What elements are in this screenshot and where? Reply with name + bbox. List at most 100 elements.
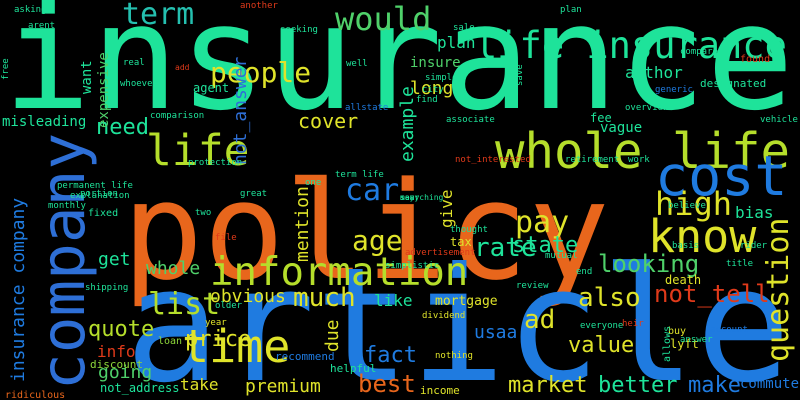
word: article xyxy=(125,234,791,400)
word: fact xyxy=(364,343,417,368)
word: information xyxy=(210,250,468,295)
word: everyone xyxy=(580,321,623,331)
word: premium xyxy=(245,376,321,397)
word: misleading xyxy=(2,114,86,130)
word: allstate xyxy=(345,103,388,113)
word: great xyxy=(240,189,267,199)
word: permanent life xyxy=(57,181,133,191)
word: info xyxy=(97,342,136,361)
word: buy xyxy=(668,326,686,337)
word: basis xyxy=(672,241,699,251)
word: long xyxy=(410,78,453,99)
word: not_address xyxy=(100,381,179,395)
word: income xyxy=(420,384,460,397)
word: list xyxy=(148,287,220,322)
word: advertisement xyxy=(405,248,475,258)
word: vague xyxy=(600,120,642,136)
word: end xyxy=(576,267,592,277)
word: also xyxy=(578,283,641,313)
word: age xyxy=(352,224,403,257)
word: year xyxy=(205,318,227,328)
word: fee xyxy=(590,111,612,125)
word: believe xyxy=(668,201,706,211)
word: work xyxy=(628,155,650,165)
word: insurance company xyxy=(8,198,29,382)
word: ad xyxy=(524,305,555,335)
word: heir xyxy=(622,319,644,329)
word: insure xyxy=(410,55,461,71)
word: obvious xyxy=(210,286,286,307)
word: fixed xyxy=(88,208,118,219)
word: cost xyxy=(655,144,787,208)
word: example xyxy=(397,86,418,162)
word: not_tell xyxy=(654,280,770,308)
word: mortgage xyxy=(435,294,498,309)
word: best xyxy=(358,370,416,398)
word: another xyxy=(240,1,279,11)
word: make xyxy=(688,373,741,398)
word: expensive xyxy=(96,52,112,128)
word: vehicle xyxy=(760,115,798,125)
word: not_interested xyxy=(455,155,531,165)
word: policy xyxy=(122,153,610,310)
word: quote xyxy=(88,317,154,342)
word: arent xyxy=(28,21,55,31)
word: associate xyxy=(446,115,495,125)
word: add xyxy=(175,63,190,72)
word: protection xyxy=(188,158,242,168)
word: term life xyxy=(335,170,384,180)
word: death xyxy=(665,273,701,287)
word: price xyxy=(185,327,251,352)
word: sale xyxy=(453,23,475,33)
word: generic xyxy=(655,85,693,95)
word: plan xyxy=(437,33,476,52)
word: found xyxy=(740,54,770,65)
word: state xyxy=(512,233,578,258)
word: know xyxy=(648,210,757,263)
word: not_answer xyxy=(230,56,251,165)
word: car xyxy=(345,173,399,208)
word: mention xyxy=(292,186,313,262)
word: plan xyxy=(560,5,582,15)
word: well xyxy=(346,59,368,69)
word: people xyxy=(210,56,311,89)
word: dividend xyxy=(422,311,465,321)
word: asking xyxy=(14,5,47,15)
word: explanation xyxy=(70,191,130,201)
word: free xyxy=(1,58,11,80)
word: cover xyxy=(298,109,358,133)
word: author xyxy=(625,63,683,82)
word: find xyxy=(416,95,438,105)
word: city xyxy=(422,85,444,95)
word: say xyxy=(400,193,415,202)
word: nothing xyxy=(435,351,473,361)
word: one xyxy=(305,178,321,188)
word: allows xyxy=(662,326,673,362)
word: ridiculous xyxy=(5,390,65,400)
word: pay xyxy=(515,205,569,240)
word: value xyxy=(568,333,634,358)
word: time xyxy=(182,320,290,373)
word: market xyxy=(508,373,587,398)
word: life insurance xyxy=(475,24,787,67)
word: review xyxy=(516,281,549,291)
word: rate xyxy=(474,233,537,263)
word: recommend xyxy=(275,350,335,363)
word: want xyxy=(79,60,95,94)
word: retirement xyxy=(565,155,619,165)
word: monthly xyxy=(48,201,87,211)
word: commute xyxy=(740,376,799,392)
word: term xyxy=(122,0,194,32)
word: overview xyxy=(625,103,669,113)
word: comparison xyxy=(150,111,204,121)
word: usaa xyxy=(474,322,517,343)
word: whole life xyxy=(495,123,790,180)
word: like xyxy=(374,291,413,310)
word: many xyxy=(400,193,419,202)
word: designated xyxy=(700,77,766,90)
word: give xyxy=(437,189,456,228)
word: two xyxy=(195,208,211,218)
